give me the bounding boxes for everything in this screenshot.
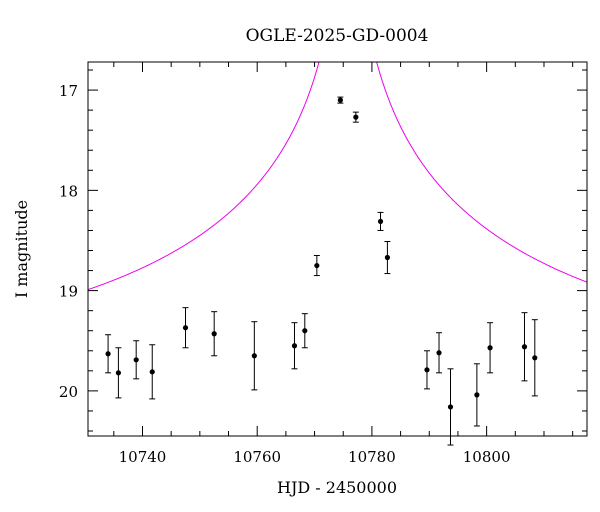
data-point	[115, 347, 122, 399]
data-point	[473, 363, 480, 427]
data-point	[531, 319, 538, 397]
data-marker	[447, 404, 454, 410]
data-points-layer	[105, 96, 538, 446]
data-point	[291, 322, 298, 370]
axis-ticks: 10740 10760 10780 10800 17 18 19 20	[59, 62, 587, 466]
data-point	[377, 211, 384, 231]
data-point	[436, 332, 443, 374]
data-marker	[149, 369, 155, 375]
data-marker	[251, 353, 257, 359]
y-tick-label: 17	[59, 82, 78, 100]
data-marker	[182, 325, 189, 331]
data-point	[521, 312, 528, 382]
data-marker	[353, 114, 359, 120]
data-marker	[532, 355, 538, 361]
data-point	[337, 96, 344, 104]
model-curve	[88, 62, 587, 291]
data-point	[352, 111, 359, 123]
y-tick-label: 19	[59, 283, 78, 301]
plot-frame	[87, 61, 588, 437]
model-curve-layer	[88, 62, 587, 291]
data-point	[149, 344, 156, 400]
data-marker	[474, 392, 480, 398]
data-point	[384, 240, 391, 275]
data-marker	[115, 370, 121, 376]
data-marker	[521, 344, 528, 350]
x-tick-label: 10800	[463, 448, 511, 466]
data-point	[105, 334, 112, 374]
data-point	[313, 255, 320, 277]
data-point	[487, 322, 494, 374]
data-marker	[487, 345, 493, 351]
x-axis-label: HJD - 2450000	[277, 478, 397, 497]
data-point	[423, 350, 430, 390]
data-point	[301, 313, 308, 349]
data-marker	[377, 218, 384, 225]
data-marker	[105, 351, 111, 357]
y-axis-label: I magnitude	[12, 200, 31, 298]
y-tick-label: 18	[59, 182, 78, 200]
x-tick-label: 10780	[348, 448, 396, 466]
data-point	[447, 368, 454, 446]
x-tick-label: 10740	[119, 448, 167, 466]
data-point	[251, 321, 258, 391]
data-marker	[133, 357, 139, 363]
data-marker	[337, 97, 343, 103]
data-marker	[302, 328, 308, 334]
data-marker	[211, 331, 217, 337]
y-tick-label: 20	[59, 383, 78, 401]
data-point	[182, 307, 189, 349]
chart-title: OGLE-2025-GD-0004	[246, 26, 429, 46]
data-point	[133, 340, 140, 380]
data-marker	[291, 343, 298, 349]
data-marker	[314, 262, 320, 269]
data-marker	[436, 350, 442, 356]
data-point	[211, 311, 218, 357]
x-tick-label: 10760	[233, 448, 281, 466]
data-marker	[424, 367, 430, 373]
data-marker	[384, 254, 390, 261]
